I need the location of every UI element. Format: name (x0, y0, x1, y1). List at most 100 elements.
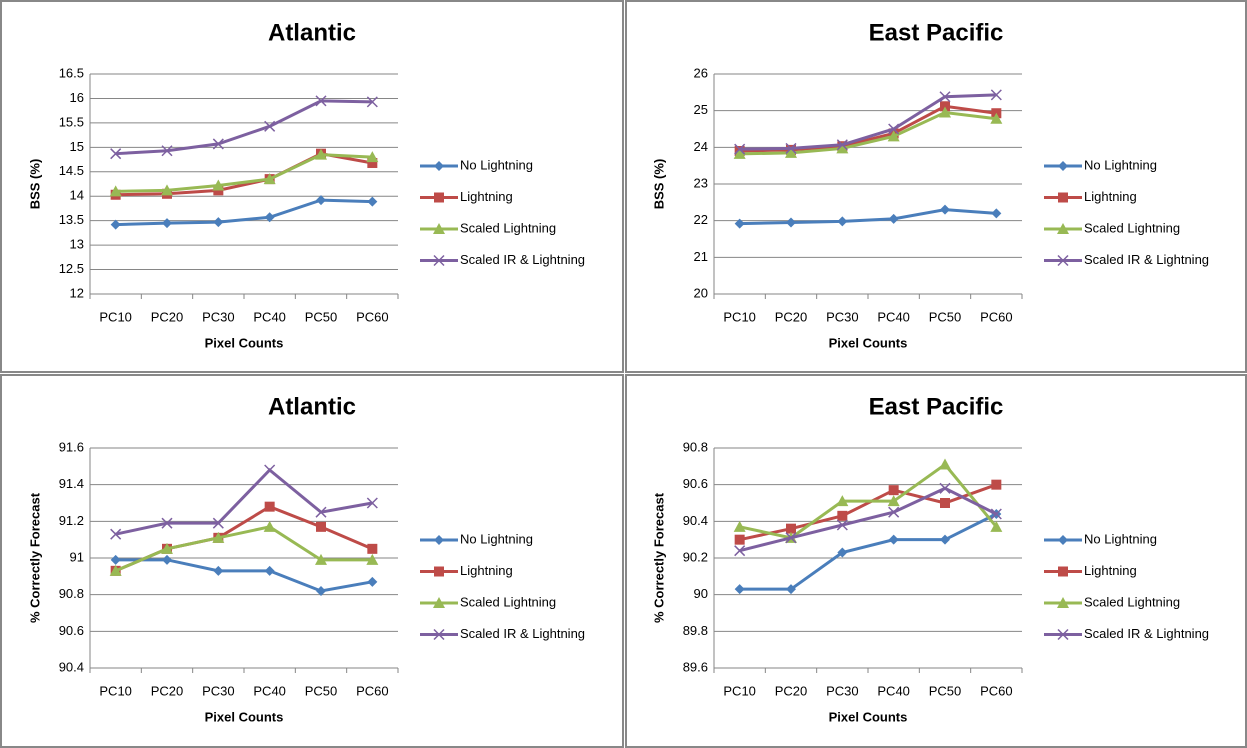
x-tick-label: PC40 (253, 683, 286, 698)
y-tick-label: 16.5 (59, 65, 84, 80)
legend-label: Scaled Lightning (460, 594, 556, 609)
x-tick-label: PC40 (877, 309, 910, 324)
data-point (940, 534, 950, 545)
legend-marker (434, 161, 444, 171)
y-tick-label: 89.6 (683, 659, 708, 674)
data-point (733, 520, 746, 532)
legend-label: Scaled IR & Lightning (460, 252, 585, 267)
chart-title: Atlantic (268, 19, 356, 46)
data-point (786, 523, 796, 534)
data-point (213, 217, 224, 228)
legend-marker (1057, 223, 1069, 234)
series-line (739, 110, 997, 156)
data-point (837, 547, 848, 558)
data-point (315, 506, 327, 518)
panel-border (625, 0, 1247, 373)
y-tick-label: 90.4 (683, 513, 708, 528)
x-axis-title: Pixel Counts (829, 335, 908, 350)
data-point (990, 508, 1002, 520)
y-tick-label: 90.8 (683, 439, 708, 454)
data-point (110, 219, 121, 230)
data-point (733, 147, 746, 159)
chart-title: Atlantic (268, 393, 356, 420)
data-point (110, 528, 122, 540)
series-line (739, 104, 997, 153)
data-point (366, 497, 378, 509)
data-point (263, 520, 276, 532)
data-point (837, 510, 848, 521)
data-point (109, 185, 122, 197)
data-point (162, 218, 172, 229)
y-tick-label: 15 (70, 139, 84, 154)
legend-label: Scaled Lightning (1084, 220, 1180, 235)
y-axis-title: % Correctly Forecast (27, 492, 42, 623)
data-point (836, 142, 849, 154)
series-line (739, 93, 997, 151)
y-tick-label: 13.5 (59, 212, 84, 227)
data-point (940, 101, 950, 112)
series-line (739, 486, 998, 553)
data-point (888, 213, 899, 224)
legend-marker (1057, 597, 1069, 608)
data-point (940, 498, 950, 508)
data-point (316, 195, 326, 206)
data-point (212, 531, 225, 543)
y-tick-label: 16 (70, 90, 84, 105)
series-line (115, 152, 373, 197)
data-point (836, 139, 848, 151)
y-tick-label: 90.4 (59, 659, 84, 674)
x-tick-label: PC10 (99, 683, 132, 698)
x-tick-label: PC40 (253, 309, 286, 324)
y-tick-label: 22 (694, 212, 708, 227)
legend-marker (1058, 535, 1068, 545)
series-line (739, 512, 998, 591)
y-tick-label: 15.5 (59, 114, 84, 129)
y-axis-title: BSS (%) (651, 159, 666, 210)
data-point (837, 216, 848, 227)
y-tick-label: 91.2 (59, 513, 84, 528)
data-point (888, 506, 900, 518)
data-point (940, 204, 950, 215)
data-point (315, 148, 327, 160)
y-tick-label: 26 (694, 65, 708, 80)
series-line (739, 462, 998, 540)
x-tick-label: PC50 (305, 309, 338, 324)
panel-border (0, 374, 624, 748)
y-tick-label: 90.6 (683, 476, 708, 491)
data-point (734, 545, 746, 557)
data-point (939, 106, 951, 118)
data-point (836, 519, 848, 531)
data-point (264, 565, 275, 576)
data-point (785, 142, 797, 154)
x-tick-label: PC30 (826, 683, 859, 698)
data-point (213, 565, 224, 576)
legend-label: Scaled IR & Lightning (1084, 626, 1209, 641)
x-tick-label: PC60 (356, 683, 389, 698)
y-tick-label: 90.6 (59, 623, 84, 638)
data-point (366, 96, 378, 108)
data-point (887, 495, 900, 507)
y-tick-label: 91.4 (59, 476, 84, 491)
x-tick-label: PC10 (723, 309, 756, 324)
data-point (990, 520, 1003, 532)
legend-marker (433, 597, 445, 608)
legend-label: Scaled IR & Lightning (460, 626, 585, 641)
legend-label: No Lightning (1084, 157, 1157, 172)
legend-label: Scaled Lightning (460, 220, 556, 235)
data-point (212, 179, 225, 191)
x-tick-label: PC50 (929, 683, 962, 698)
data-point (939, 482, 951, 494)
y-tick-label: 90 (694, 586, 708, 601)
y-axis-title: BSS (%) (27, 159, 42, 210)
y-tick-label: 91.6 (59, 439, 84, 454)
series-line (115, 525, 373, 573)
data-point (734, 534, 745, 545)
y-tick-label: 91 (70, 549, 84, 564)
series-line (739, 483, 997, 542)
data-point (264, 464, 276, 476)
legend-label: Lightning (1084, 189, 1137, 204)
legend-marker (1058, 566, 1068, 577)
y-tick-label: 90.2 (683, 549, 708, 564)
legend-label: Lightning (460, 189, 513, 204)
data-point (316, 521, 326, 532)
